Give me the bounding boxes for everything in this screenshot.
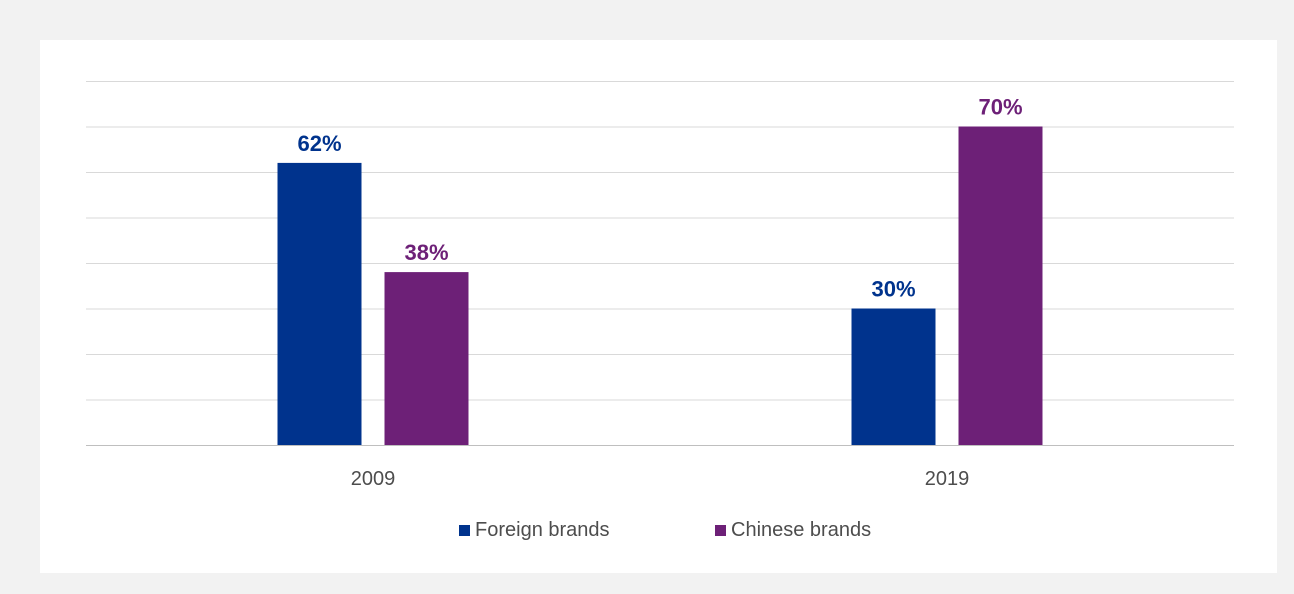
bar-chinese-brands-2009 (384, 272, 469, 445)
legend-label-chinese-brands: Chinese brands (731, 519, 872, 541)
chart-panel (40, 40, 1277, 573)
x-tick-label-2009: 2009 (351, 468, 396, 490)
legend-item-foreign-brands: Foreign brands (459, 516, 610, 544)
bars (277, 126, 1043, 445)
legend-swatch-foreign-brands (459, 524, 470, 536)
data-label-chinese-brands-2009: 38% (404, 240, 448, 265)
data-label-foreign-brands-2019: 30% (871, 277, 915, 302)
gridlines (86, 81, 1234, 446)
x-tick-label-2019: 2019 (925, 468, 970, 490)
data-label-foreign-brands-2009: 62% (297, 131, 341, 156)
legend-swatch-chinese-brands (715, 524, 726, 536)
legend: Foreign brands Chinese brands (0, 516, 1294, 546)
legend-label-foreign-brands: Foreign brands (475, 519, 610, 541)
bar-chinese-brands-2019 (958, 126, 1043, 445)
x-axis-tick-labels: 2009 2019 (351, 468, 970, 490)
data-labels: 62% 38% 30% 70% (297, 95, 1022, 302)
bar-foreign-brands-2019 (851, 308, 936, 445)
legend-item-chinese-brands: Chinese brands (715, 516, 871, 544)
data-label-chinese-brands-2019: 70% (978, 95, 1022, 120)
bar-foreign-brands-2009 (277, 162, 362, 445)
